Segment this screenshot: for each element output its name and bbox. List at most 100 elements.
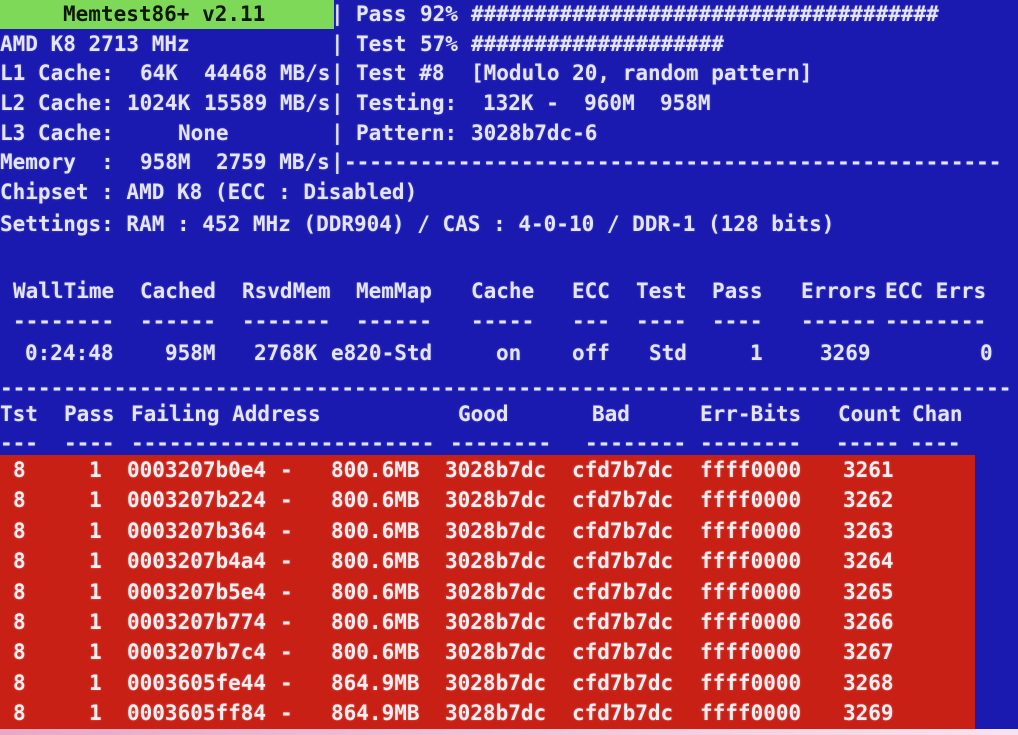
good-underline: -------- (450, 431, 552, 455)
ecc-errs-header: ECC Errs (885, 279, 987, 303)
error-mb: 800.6MB (331, 488, 420, 513)
memmap-header: MemMap (356, 279, 432, 303)
error-mb: 864.9MB (331, 701, 420, 726)
chipset-info: Chipset : AMD K8 (ECC : Disabled) (0, 180, 418, 204)
horizontal-divider-full: ----------------------------------------… (0, 376, 1012, 400)
pattern-label: Pattern: (356, 121, 458, 145)
error-tst: 8 (13, 701, 26, 726)
failing-address-underline: ------------------------ (131, 431, 435, 455)
error-tst: 8 (13, 609, 26, 634)
error-count: 3263 (843, 518, 894, 543)
app-title-bar: Memtest86+ v2.11 (0, 0, 334, 29)
ecc-value: off (572, 341, 610, 365)
error-address: 0003207b0e4 (127, 458, 267, 482)
error-tst: 8 (13, 670, 26, 695)
memory-size: 958M (140, 150, 191, 174)
errors-header: Errors (801, 279, 877, 303)
error-tst: 8 (13, 579, 26, 604)
test-value: Std (649, 341, 687, 365)
error-bad: cfd7b7dc (572, 458, 674, 482)
error-dash: - (280, 640, 293, 665)
failing-address-header: Failing Address (131, 402, 321, 426)
error-dash: - (280, 549, 293, 574)
cache-header: Cache (471, 279, 535, 303)
memory-speed: 2759 MB/s (216, 150, 330, 174)
cached-value: 958M (165, 341, 216, 365)
test-progress-bar: #################### (471, 32, 724, 56)
cached-header: Cached (140, 279, 216, 303)
error-tst: 8 (13, 488, 26, 513)
cached-underline: ------ (140, 309, 216, 333)
memmap-value: e820-Std (331, 341, 433, 365)
error-good: 3028b7dc (445, 518, 547, 543)
error-pass: 1 (89, 488, 102, 513)
error-tst: 8 (13, 640, 26, 665)
error-bad: cfd7b7dc (572, 518, 674, 543)
cache-underline: ----- (471, 309, 535, 333)
separator-bar: | (331, 91, 344, 115)
l1-cache-row: L1 Cache: 64K 44468 MB/s | Test #8 [Modu… (0, 59, 1018, 88)
error-row: 8 1 0003207b224- 800.6MB 3028b7dc cfd7b7dc fff… (0, 485, 975, 515)
error-row: 8 1 0003605fe44- 864.9MB 3028b7dc cfd7b7dc fff… (0, 668, 975, 698)
error-pass: 1 (89, 549, 102, 574)
app-title: Memtest86+ v2.11 (63, 2, 266, 26)
error-pass: 1 (89, 609, 102, 634)
pattern-value: 3028b7dc-6 (471, 121, 598, 145)
error-dash: - (280, 488, 293, 513)
ecc-header: ECC (572, 279, 610, 303)
errors-underline: ------ (801, 309, 877, 333)
error-pass: 1 (89, 670, 102, 695)
err-bits-underline: -------- (700, 431, 802, 455)
error-address: 0003605fe44 (127, 670, 267, 695)
error-bad: cfd7b7dc (572, 609, 674, 634)
l2-cache-speed: 15589 MB/s (204, 91, 331, 115)
error-good: 3028b7dc (445, 609, 547, 634)
bad-header: Bad (592, 402, 630, 426)
error-row: 8 1 0003207b0e4- 800.6MB 3028b7dc cfd7b7dc fff… (0, 455, 975, 485)
settings-row: Settings: RAM : 452 MHz (DDR904) / CAS :… (0, 210, 1018, 239)
error-bad: cfd7b7dc (572, 701, 674, 726)
testing-label: Testing: (356, 91, 458, 115)
l3-cache-label: L3 Cache: (0, 121, 114, 145)
error-bad: cfd7b7dc (572, 670, 674, 695)
settings-info: Settings: RAM : 452 MHz (DDR904) / CAS :… (0, 212, 835, 236)
error-address: 0003207b5e4 (127, 579, 267, 604)
error-pass: 1 (89, 458, 102, 482)
walltime-underline: -------- (13, 309, 115, 333)
ecc-errs-underline: -------- (885, 309, 987, 333)
error-err-bits: ffff0000 (700, 640, 802, 665)
error-good: 3028b7dc (445, 488, 547, 513)
rsvdmem-underline: ------- (242, 309, 331, 333)
pass-progress-bar: ##################################### (471, 2, 939, 26)
test-header: Test (636, 279, 687, 303)
title-row: Memtest86+ v2.11 | Pass 92% ############… (0, 0, 1018, 29)
l1-cache-label: L1 Cache: (0, 61, 114, 85)
error-count: 3266 (843, 609, 894, 634)
error-row: 8 1 0003207b5e4- 800.6MB 3028b7dc cfd7b7dc fff… (0, 577, 975, 607)
error-count: 3265 (843, 579, 894, 604)
error-count: 3268 (843, 670, 894, 695)
error-count: 3264 (843, 549, 894, 574)
error-count: 3267 (843, 640, 894, 665)
error-row: 8 1 0003207b774- 800.6MB 3028b7dc cfd7b7dc fff… (0, 607, 975, 637)
error-bad: cfd7b7dc (572, 579, 674, 604)
error-good: 3028b7dc (445, 458, 547, 482)
test-percent: 57% (420, 32, 458, 56)
error-err-bits: ffff0000 (700, 701, 802, 726)
test-underline: ---- (636, 309, 687, 333)
error-mb: 864.9MB (331, 670, 420, 695)
error-row: 8 1 0003207b7c4- 800.6MB 3028b7dc cfd7b7dc fff… (0, 637, 975, 667)
error-pass: 1 (89, 518, 102, 543)
error-good: 3028b7dc (445, 579, 547, 604)
separator-bar: | (331, 2, 344, 26)
l2-cache-label: L2 Cache: (0, 91, 114, 115)
error-good: 3028b7dc (445, 701, 547, 726)
error-mb: 800.6MB (331, 458, 420, 482)
summary-header-row: WallTime Cached RsvdMem MemMap Cache ECC… (0, 277, 1018, 306)
walltime-value: 0:24:48 (25, 341, 114, 365)
error-bad: cfd7b7dc (572, 640, 674, 665)
good-header: Good (458, 402, 509, 426)
error-address: 0003207b774 (127, 609, 267, 634)
error-bad: cfd7b7dc (572, 488, 674, 513)
